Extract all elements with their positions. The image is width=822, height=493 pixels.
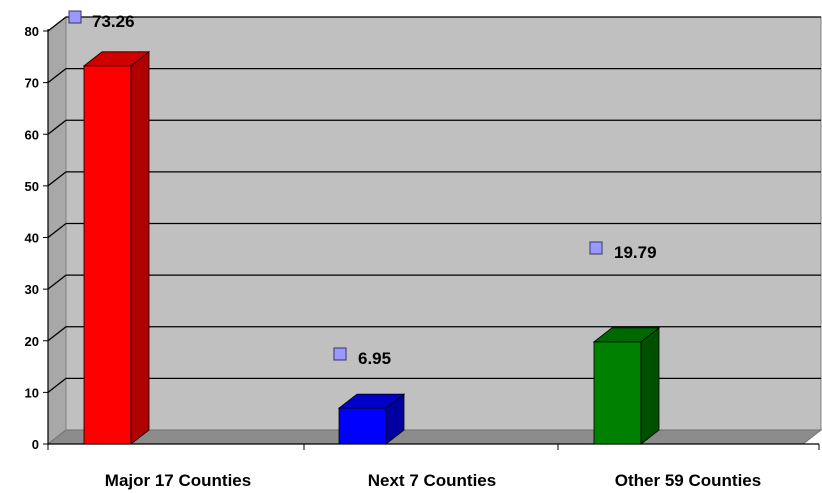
category-label: Next 7 Counties bbox=[368, 471, 496, 490]
gridline bbox=[47, 274, 821, 290]
y-tick-label: 70 bbox=[25, 76, 39, 91]
bar-top bbox=[82, 51, 151, 67]
data-labels: 73.26 6.95 19.79 bbox=[68, 10, 657, 368]
gridline bbox=[47, 67, 821, 84]
y-tick-label: 30 bbox=[25, 282, 39, 297]
bar bbox=[82, 50, 151, 445]
y-tick-label: 40 bbox=[25, 231, 39, 246]
data-label: 19.79 bbox=[614, 243, 657, 262]
y-tick-label: 50 bbox=[25, 179, 39, 194]
bar-front bbox=[83, 65, 132, 445]
bar bbox=[337, 393, 406, 445]
floor bbox=[46, 429, 822, 445]
y-tick-label: 60 bbox=[25, 127, 39, 142]
y-tick-label: 0 bbox=[32, 437, 39, 452]
bar-side bbox=[640, 327, 660, 445]
data-label-marker bbox=[333, 347, 347, 361]
data-label-marker bbox=[68, 10, 82, 24]
y-tick-label: 20 bbox=[25, 334, 39, 349]
data-label: 6.95 bbox=[358, 349, 391, 368]
data-label: 73.26 bbox=[92, 12, 135, 31]
category-label: Major 17 Counties bbox=[105, 471, 251, 490]
gridline bbox=[47, 377, 821, 393]
gridline bbox=[47, 222, 821, 239]
chart-walls bbox=[46, 15, 822, 446]
gridlines bbox=[47, 16, 821, 393]
gridline bbox=[47, 326, 821, 342]
bar-front bbox=[593, 341, 642, 445]
bars bbox=[82, 50, 661, 445]
bar-top bbox=[592, 327, 661, 343]
bar-top bbox=[337, 393, 406, 409]
y-tick-label: 10 bbox=[25, 385, 39, 400]
gridline bbox=[47, 16, 821, 32]
gridline bbox=[47, 119, 821, 135]
y-axis: 0 10 20 30 40 50 60 70 80 bbox=[25, 24, 820, 452]
category-labels: Major 17 Counties Next 7 Counties Other 59… bbox=[105, 471, 761, 490]
y-tick-label: 80 bbox=[25, 24, 39, 39]
bar bbox=[592, 327, 661, 445]
category-label: Other 59 Counties bbox=[615, 471, 761, 490]
data-label-marker bbox=[589, 241, 603, 255]
bar-side bbox=[130, 50, 150, 445]
bar-front bbox=[338, 407, 387, 445]
gridline bbox=[47, 171, 821, 187]
